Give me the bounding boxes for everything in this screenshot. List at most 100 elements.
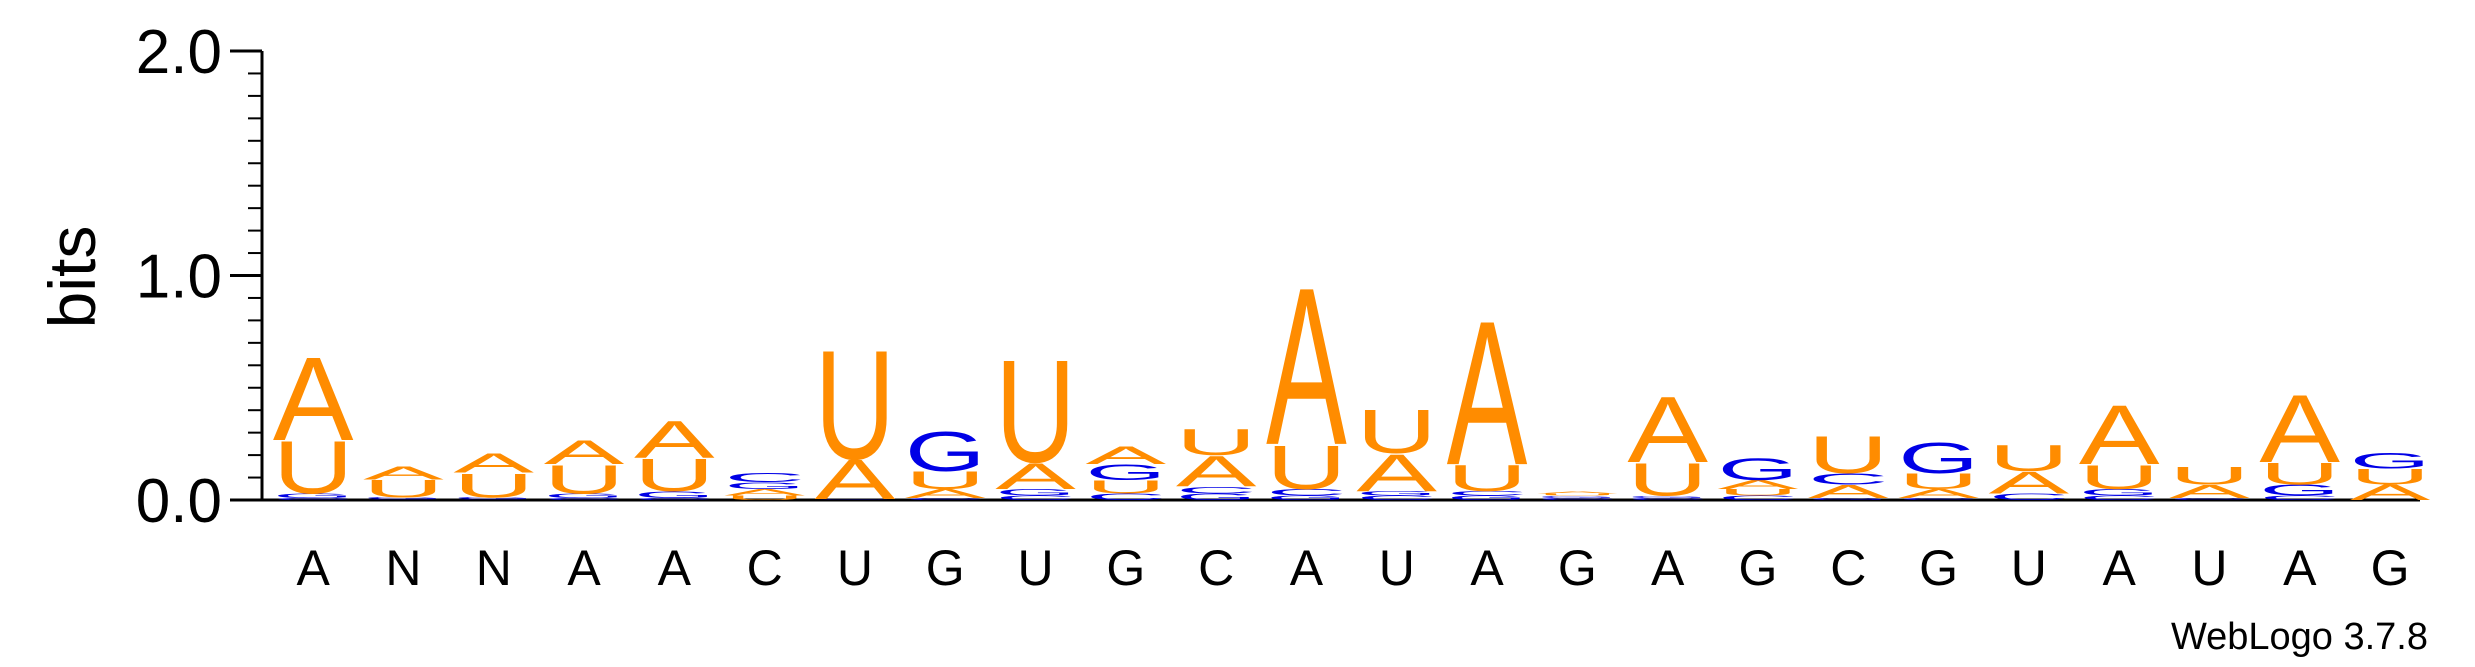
x-tick-label: A <box>567 540 601 596</box>
logo-letter-A: A <box>2350 480 2431 504</box>
x-tick-label: G <box>2371 540 2410 596</box>
logo-letter-A: A <box>1266 241 1347 492</box>
logo-letter-A: A <box>1627 378 1708 482</box>
logo-letter-A: A <box>724 487 806 498</box>
logo-letter-U: U <box>1266 432 1347 502</box>
logo-letter-G: G <box>905 421 986 483</box>
logo-letter-C: C <box>1266 487 1347 498</box>
logo-letter-U: U <box>2079 458 2160 496</box>
logo-letter-U: U <box>1898 469 1979 493</box>
x-tick-label: G <box>1558 540 1597 596</box>
logo-letter-A: A <box>1537 490 1618 494</box>
logo-letter-G: G <box>995 487 1076 498</box>
logo-letter-C: C <box>1718 494 1799 501</box>
logo-letter-G: G <box>815 499 896 500</box>
logo-letter-G: G <box>1898 433 1979 482</box>
y-tick-label: 1.0 <box>136 243 222 312</box>
weblogo-version-label: WebLogo 3.7.8 <box>2171 616 2428 658</box>
logo-letter-A: A <box>1176 447 1257 496</box>
y-tick-label: 0.0 <box>136 467 222 536</box>
logo-letter-U: U <box>363 475 444 503</box>
logo-letter-G: G <box>273 493 354 500</box>
logo-letter-U: U <box>2259 457 2340 492</box>
logo-letter-A: A <box>2079 388 2160 482</box>
logo-letter-A: A <box>995 456 1076 497</box>
logo-letter-U: U <box>1176 422 1257 463</box>
logo-letter-U: U <box>544 457 625 502</box>
logo-letters: CGUACGUACGUACGUACGUAUAGCGAUCAUGCGAUCUGAG… <box>273 241 2431 512</box>
logo-letter-G: G <box>2259 481 2340 498</box>
logo-letter-C: C <box>905 497 986 501</box>
logo-letter-A: A <box>453 447 534 478</box>
logo-letter-C: C <box>1086 492 1167 503</box>
logo-letter-U: U <box>2350 465 2431 489</box>
logo-letter-U: U <box>1356 396 1437 466</box>
logo-letter-G: G <box>2350 449 2431 473</box>
logo-letter-G: G <box>1447 494 1528 501</box>
x-tick-label: U <box>1379 540 1415 596</box>
x-tick-label: A <box>658 540 692 596</box>
logo-letter-G: G <box>1086 460 1167 484</box>
logo-letter-G: G <box>544 492 625 499</box>
logo-letter-C: C <box>1356 494 1437 501</box>
logo-letter-U: U <box>1447 458 1528 499</box>
logo-letter-C: C <box>1989 492 2070 503</box>
logo-letter-G: G <box>1356 490 1437 497</box>
logo-letter-U: U <box>1537 493 1618 497</box>
x-tick-label: G <box>1106 540 1145 596</box>
x-tick-label: N <box>476 540 512 596</box>
logo-letter-C: C <box>544 497 625 501</box>
logo-letter-A: A <box>273 333 354 465</box>
logo-letter-C: C <box>1176 485 1257 496</box>
logo-letter-A: A <box>815 449 896 511</box>
x-tick-label: U <box>2191 540 2227 596</box>
logo-letter-C: C <box>995 494 1076 501</box>
logo-letter-U: U <box>634 448 715 501</box>
logo-letter-C: C <box>1808 470 1889 487</box>
logo-letter-A: A <box>544 433 625 471</box>
logo-letter-G: G <box>1627 495 1708 499</box>
logo-letter-U: U <box>1086 476 1167 497</box>
logo-letter-U: U <box>1718 487 1799 498</box>
logo-letter-U: U <box>1627 453 1708 506</box>
logo-letter-G: G <box>1808 497 1889 501</box>
x-tick-label: A <box>1290 540 1324 596</box>
logo-letter-G: G <box>1537 495 1618 499</box>
y-axis-label: bits <box>35 226 109 329</box>
logo-letter-U: U <box>273 426 354 510</box>
logo-letter-U: U <box>995 330 1076 494</box>
logo-letter-U: U <box>2169 462 2250 490</box>
logo-letter-A: A <box>1808 481 1889 502</box>
logo-letter-G: G <box>634 489 715 500</box>
x-tick-label: U <box>837 540 873 596</box>
logo-letter-A: A <box>363 462 444 483</box>
x-tick-label: A <box>1470 540 1504 596</box>
x-tick-label: G <box>1919 540 1958 596</box>
logo-letter-U: U <box>453 467 534 505</box>
logo-letter-A: A <box>1898 486 1980 500</box>
logo-letter-G: G <box>1266 494 1347 501</box>
logo-letter-U: U <box>815 318 896 492</box>
x-tick-label: C <box>1198 540 1234 596</box>
logo-letter-C: C <box>634 497 715 501</box>
logo-letter-A: A <box>1086 442 1168 470</box>
x-tick-label: G <box>1738 540 1777 596</box>
x-tick-label: C <box>747 540 783 596</box>
x-tick-label: A <box>296 540 330 596</box>
logo-letter-U: U <box>724 494 805 501</box>
x-tick-label: N <box>385 540 421 596</box>
logo-letter-C: C <box>1447 490 1528 497</box>
logo-letter-C: C <box>273 498 354 501</box>
logo-letter-A: A <box>2259 374 2340 482</box>
logo-letter-C: C <box>363 499 444 500</box>
logo-letter-A: A <box>905 486 987 500</box>
logo-letter-G: G <box>363 497 444 500</box>
logo-letter-A: A <box>1718 478 1800 492</box>
logo-letter-G: G <box>724 480 805 491</box>
x-tick-label: A <box>2102 540 2136 596</box>
logo-letter-C: C <box>1627 497 1708 501</box>
y-ticks: 0.0 1.0 2.0 <box>136 18 262 536</box>
logo-letter-C: C <box>2169 497 2250 501</box>
logo-letter-U: U <box>1808 426 1889 485</box>
x-tick-label: A <box>1651 540 1685 596</box>
